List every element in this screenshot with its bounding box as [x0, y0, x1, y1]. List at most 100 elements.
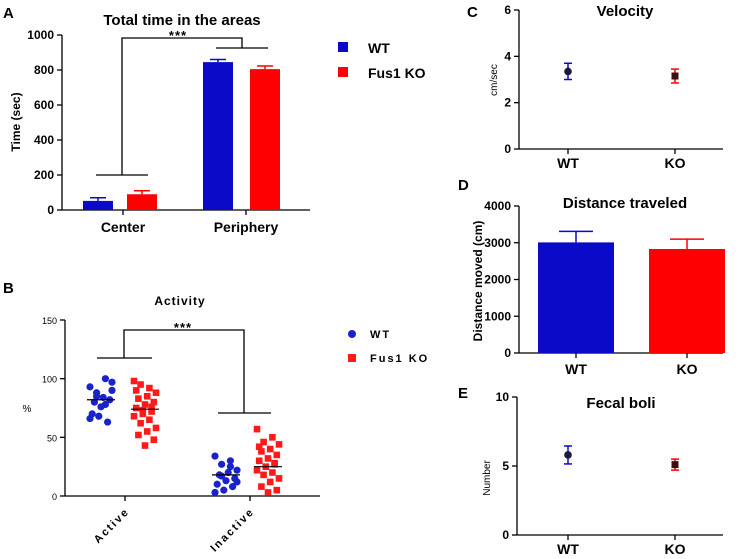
b-point-wt	[104, 418, 112, 426]
panel-e: E Fecal boli Number WT KO 0 5 10	[458, 385, 723, 557]
legend-b-wt-marker	[348, 330, 356, 338]
b-point-ko	[130, 377, 138, 385]
c-mean-point-wt	[564, 67, 572, 76]
a-ytick-label: 1000	[27, 28, 54, 42]
b-point-ko	[253, 425, 261, 433]
b-point-ko	[135, 431, 142, 439]
b-point-ko	[258, 483, 265, 490]
panel-c-title: Velocity	[597, 3, 654, 20]
panel-d-letter: D	[458, 177, 469, 194]
b-point-ko	[139, 407, 147, 414]
b-point-ko	[260, 438, 267, 446]
c-ytick-label: 0	[504, 142, 511, 156]
b-point-wt	[86, 383, 94, 391]
a-bar	[127, 194, 157, 210]
d-bar	[649, 248, 725, 353]
b-point-wt	[211, 488, 219, 497]
panel-b-letter: B	[3, 280, 14, 297]
b-point-wt	[233, 478, 241, 486]
b-point-ko	[260, 471, 267, 479]
b-point-wt	[218, 472, 226, 480]
b-point-ko	[269, 469, 276, 476]
b-point-ko	[135, 395, 142, 402]
panel-a-xtick-periphery: Periphery	[214, 219, 279, 235]
panel-e-xtick-wt: WT	[557, 541, 579, 557]
b-point-ko	[273, 451, 281, 459]
d-ytick-label: 0	[504, 346, 511, 360]
b-point-ko	[271, 461, 278, 468]
b-point-ko	[146, 384, 153, 392]
e-ytick-label: 0	[502, 528, 509, 542]
panel-a-xtick-center: Center	[101, 219, 146, 235]
panel-d-xtick-wt: WT	[565, 361, 587, 377]
panel-c-xtick-ko: KO	[665, 155, 686, 171]
panel-b-legend: WT Fus1 KO	[348, 329, 429, 365]
legend-b-ko-label: Fus1 KO	[370, 353, 429, 365]
panel-d-title: Distance traveled	[563, 195, 687, 212]
panel-c-xtick-wt: WT	[557, 155, 579, 171]
b-point-wt	[95, 412, 103, 420]
b-point-wt	[213, 480, 221, 488]
b-point-ko	[150, 398, 158, 406]
b-point-ko	[266, 478, 274, 486]
b-point-ko	[152, 424, 160, 432]
panel-e-title: Fecal boli	[586, 395, 655, 412]
legend-b-ko-marker	[348, 354, 356, 362]
d-bar	[538, 242, 614, 353]
d-ytick-label: 2000	[484, 273, 511, 287]
panel-a-title: Total time in the areas	[103, 12, 260, 29]
b-point-wt	[101, 400, 109, 409]
b-ytick-label: 150	[42, 316, 57, 326]
panel-e-letter: E	[458, 385, 468, 402]
a-bar	[83, 200, 113, 210]
b-point-ko	[132, 387, 140, 394]
a-ytick-label: 400	[34, 133, 54, 147]
a-ytick-label: 600	[34, 98, 54, 112]
panel-d-ylabel: Distance moved (cm)	[471, 221, 485, 342]
panel-b-ylabel: %	[23, 404, 32, 415]
a-ytick-label: 200	[34, 168, 54, 182]
b-point-ko	[255, 457, 263, 465]
b-point-wt	[86, 414, 94, 423]
panel-b-plot: 0 50 100 150	[42, 316, 320, 502]
b-point-wt	[93, 392, 101, 400]
c-ytick-label: 6	[504, 3, 511, 17]
b-point-wt	[222, 477, 230, 485]
b-point-ko	[139, 410, 147, 418]
b-point-ko	[266, 445, 274, 453]
b-point-ko	[143, 392, 151, 400]
panel-c-ylabel: cm/sec	[489, 64, 500, 96]
b-point-wt	[229, 483, 237, 491]
panel-d-xtick-ko: KO	[677, 361, 698, 377]
b-ytick-label: 100	[42, 375, 57, 385]
a-bracket-main	[121, 37, 243, 175]
b-point-wt	[226, 463, 234, 471]
panel-b: B Activity % Active Inactive *** 0 50 100 1…	[3, 280, 429, 555]
b-point-ko	[141, 442, 149, 449]
panel-a-ylabel: Time (sec)	[9, 92, 23, 151]
panel-b-significance: ***	[174, 320, 192, 335]
e-mean-point-ko	[671, 461, 679, 469]
b-point-ko	[258, 448, 265, 455]
c-ytick-label: 4	[504, 49, 511, 63]
a-bar	[250, 69, 280, 210]
b-point-wt	[233, 466, 241, 474]
b-ytick-label: 0	[52, 492, 57, 502]
b-point-wt	[101, 375, 109, 383]
panel-b-xtick-inactive: Inactive	[208, 506, 257, 555]
panel-e-xtick-ko: KO	[665, 541, 686, 557]
b-point-ko	[146, 416, 153, 424]
b-point-ko	[150, 436, 158, 443]
panel-c-letter: C	[467, 4, 478, 21]
b-point-ko	[264, 489, 272, 496]
b-point-ko	[143, 428, 151, 435]
b-point-ko	[130, 412, 138, 420]
b-point-ko	[148, 408, 155, 415]
panel-b-xtick-active: Active	[92, 506, 132, 546]
b-point-ko	[269, 434, 276, 441]
e-mean-point-wt	[564, 451, 572, 459]
panel-c: C Velocity cm/sec WT KO 0 2 4 6	[467, 3, 723, 171]
legend-b-wt-label: WT	[370, 329, 391, 341]
b-point-ko	[132, 404, 140, 412]
panel-d-plot: 0 1000 2000 3000 4000	[484, 199, 725, 360]
